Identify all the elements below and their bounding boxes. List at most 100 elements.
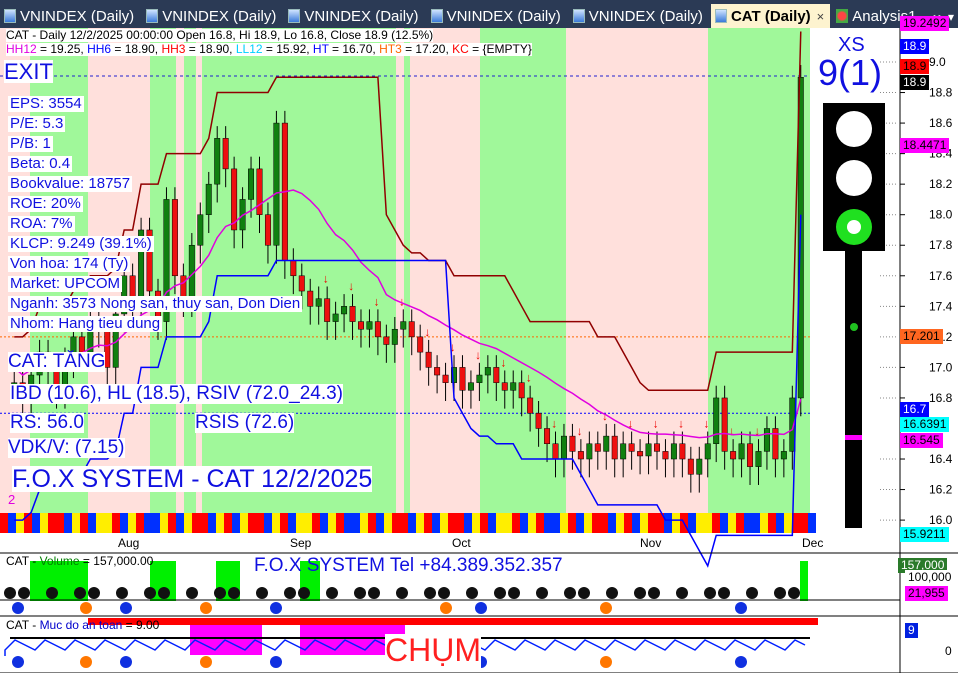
candle [594, 443, 601, 452]
level-key: KC [452, 42, 469, 56]
risk-bar-segment [208, 513, 216, 533]
tab-vnindex-daily--3[interactable]: VNINDEX (Daily) [427, 4, 567, 28]
tab-vnindex-daily--4[interactable]: VNINDEX (Daily) [569, 4, 709, 28]
safety-bar-segment [218, 618, 228, 625]
volume-dot [494, 587, 506, 599]
risk-bar-segment [112, 513, 120, 533]
safety-bar-segment [188, 618, 198, 625]
volume-dot [214, 587, 226, 599]
risk-bar-segment [800, 513, 808, 533]
risk-bar-segment [216, 513, 224, 533]
risk-bar-segment [56, 513, 64, 533]
light-top-icon [836, 111, 872, 147]
volume-dot [424, 587, 436, 599]
tab-vnindex-daily--1[interactable]: VNINDEX (Daily) [142, 4, 282, 28]
safety-bar-segment [278, 618, 288, 625]
fundamental-3: Beta: 0.4 [8, 155, 73, 172]
risk-bar-segment [560, 513, 568, 533]
candle [205, 183, 212, 215]
safety-bar-segment [548, 618, 558, 625]
risk-bar-segment [336, 513, 344, 533]
candle [298, 275, 305, 292]
volume-dot [396, 587, 408, 599]
risk-bar-segment [472, 513, 480, 533]
candle [755, 451, 762, 467]
price-tick-label: 17.8 [929, 238, 953, 252]
risk-bar-segment [200, 513, 208, 533]
risk-bar-segment [280, 513, 288, 533]
candle [738, 443, 745, 460]
candle [112, 313, 119, 368]
price-tick-label: 18.0 [929, 208, 953, 222]
candle [501, 382, 508, 391]
signal-circle [735, 602, 747, 614]
phone-label: F.O.X SYSTEM Tel +84.389.352.357 [254, 555, 563, 576]
tab-vnindex-daily--0[interactable]: VNINDEX (Daily) [0, 4, 140, 28]
candle [451, 367, 457, 383]
candle [459, 367, 466, 391]
safety-label-part: Muc do an toan [39, 618, 123, 632]
risk-bar-segment [392, 513, 400, 533]
candle [586, 443, 593, 460]
volume-dot [354, 587, 366, 599]
volume-dot [536, 587, 548, 599]
signal-circle [120, 656, 132, 668]
candle [577, 451, 584, 460]
risk-bar-segment [120, 513, 128, 533]
tab-cat-daily--5[interactable]: CAT (Daily) × [710, 4, 831, 28]
level-value: = 19.25, [36, 42, 88, 56]
signal-circle [12, 602, 24, 614]
safety-bar-segment [508, 618, 518, 625]
close-tab-icon[interactable]: × [816, 8, 825, 24]
volume-tag: 21,955 [905, 586, 948, 601]
price-tick-label: 18.6 [929, 116, 953, 130]
volume-dot [746, 587, 758, 599]
background-band [404, 28, 410, 515]
risk-bar-segment [432, 513, 440, 533]
price-tag: 15.9211 [900, 527, 949, 543]
safety-bar-segment [338, 618, 348, 625]
sell-arrow: ↓ [754, 424, 760, 438]
safety-bar-segment [168, 618, 178, 625]
safety-zero: 0 [945, 644, 952, 658]
safety-bar-segment [518, 618, 528, 625]
volume-dot [158, 587, 170, 599]
safety-bar-segment [418, 618, 428, 625]
volume-dot [438, 587, 450, 599]
fundamental-10: Nganh: 3573 Nong san, thuy san, Don Dien [8, 295, 303, 312]
candle [696, 458, 703, 475]
level-value: = 15.92, [262, 42, 313, 56]
sell-arrow: ↓ [602, 409, 608, 423]
safety-label-part: CAT - [6, 618, 40, 632]
candle [121, 275, 128, 315]
volume-dot [634, 587, 646, 599]
sell-arrow: ↓ [653, 417, 659, 431]
safety-bar-segment [798, 618, 808, 625]
volume-dot [466, 587, 478, 599]
tab-vnindex-daily--2[interactable]: VNINDEX (Daily) [284, 4, 424, 28]
exit-label: EXIT [4, 59, 53, 84]
risk-bar-segment [776, 513, 784, 533]
safety-bar-segment [88, 618, 98, 625]
candle [645, 443, 652, 457]
safety-bar-segment [558, 618, 568, 625]
volume-dot [284, 587, 296, 599]
signal-circle [200, 602, 212, 614]
volume-dot [704, 587, 716, 599]
background-band [202, 28, 396, 515]
price-chart[interactable]: ↓↓↓ ↓↓↓↓↓↓↓↓↓↓ ↓ ↓ ↓↓ ↓9.018.818.618.418.218.… [0, 28, 958, 673]
safety-bar-segment [788, 618, 798, 625]
month-label-oct: Oct [452, 536, 471, 550]
signal-circle [200, 656, 212, 668]
sell-arrow: ↓ [577, 424, 583, 438]
trend-line [14, 214, 802, 568]
fundamental-5: ROE: 20% [8, 195, 83, 212]
safety-bar-segment [308, 618, 318, 625]
fundamental-2: P/B: 1 [8, 135, 53, 152]
safety-bar-segment [478, 618, 488, 625]
risk-bar-segment [496, 513, 504, 533]
candle [146, 229, 153, 292]
risk-bar-segment [720, 513, 728, 533]
risk-bar-segment [168, 513, 176, 533]
candle [679, 443, 686, 460]
